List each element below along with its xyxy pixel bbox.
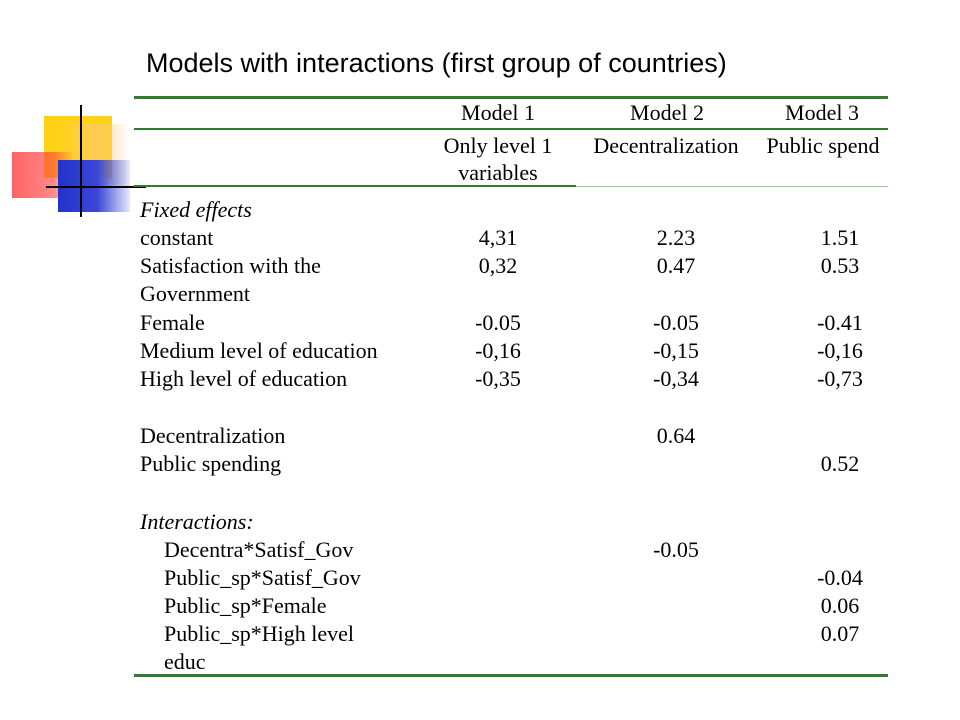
cell-m3: 0.53: [820, 253, 860, 278]
subheader-rule: [134, 185, 576, 187]
row-label: High level of education: [140, 366, 348, 391]
cell-m2: 0.64: [656, 423, 696, 448]
slide-title: Models with interactions (first group of…: [146, 48, 727, 78]
cell-m3: -0,16: [817, 338, 863, 363]
cell-m3: 1.51: [820, 225, 860, 250]
row-label: Public_sp*Female: [164, 593, 327, 618]
cell-m1: 0,32: [478, 253, 518, 278]
model-2-subheader: Decentralization: [593, 133, 739, 158]
cell-m3: -0.04: [817, 565, 863, 590]
cell-m3: -0.41: [817, 310, 863, 335]
section-interactions: Interactions:: [140, 509, 254, 534]
cell-m2: -0.05: [653, 310, 699, 335]
row-label: Decentralization: [140, 423, 286, 448]
model-3-subheader: Public spend: [766, 133, 880, 158]
row-label: Female: [140, 310, 205, 335]
row-label: Satisfaction with the: [140, 253, 321, 278]
logo-vertical-line: [80, 105, 82, 217]
cell-m3: 0.52: [820, 451, 860, 476]
row-label: Decentra*Satisf_Gov: [164, 537, 354, 562]
row-label: Medium level of education: [140, 338, 378, 363]
subheader-rule-faint: [576, 186, 888, 187]
cell-m3: -0,73: [817, 366, 863, 391]
cell-m3: 0.06: [820, 593, 860, 618]
model-1-subheader: Only level 1: [443, 133, 553, 158]
cell-m2: 2.23: [656, 225, 696, 250]
model-1-header: Model 1: [461, 100, 535, 125]
section-fixed-effects: Fixed effects: [140, 197, 252, 222]
row-label: educ: [164, 649, 206, 674]
model-1-subheader-line2: variables: [458, 160, 538, 185]
row-label: constant: [140, 225, 214, 250]
cell-m2: -0,15: [653, 338, 699, 363]
cell-m1: 4,31: [478, 225, 518, 250]
cell-m1: -0.05: [475, 310, 521, 335]
cell-m2: -0.05: [653, 537, 699, 562]
model-3-header: Model 3: [785, 100, 859, 125]
cell-m1: -0,35: [475, 366, 521, 391]
cell-m2: 0.47: [656, 253, 696, 278]
model-2-header: Model 2: [630, 100, 704, 125]
logo-horizontal-line: [46, 186, 146, 188]
row-label: Public_sp*High level: [164, 621, 355, 646]
row-label: Public_sp*Satisf_Gov: [164, 565, 361, 590]
cell-m2: -0,34: [653, 366, 699, 391]
row-label: Public spending: [140, 451, 282, 476]
cell-m1: -0,16: [475, 338, 521, 363]
row-label: Government: [140, 281, 250, 306]
table-top-rule: [134, 96, 888, 99]
cell-m3: 0.07: [820, 621, 860, 646]
table-bottom-rule: [134, 674, 888, 677]
header-rule: [134, 128, 888, 130]
